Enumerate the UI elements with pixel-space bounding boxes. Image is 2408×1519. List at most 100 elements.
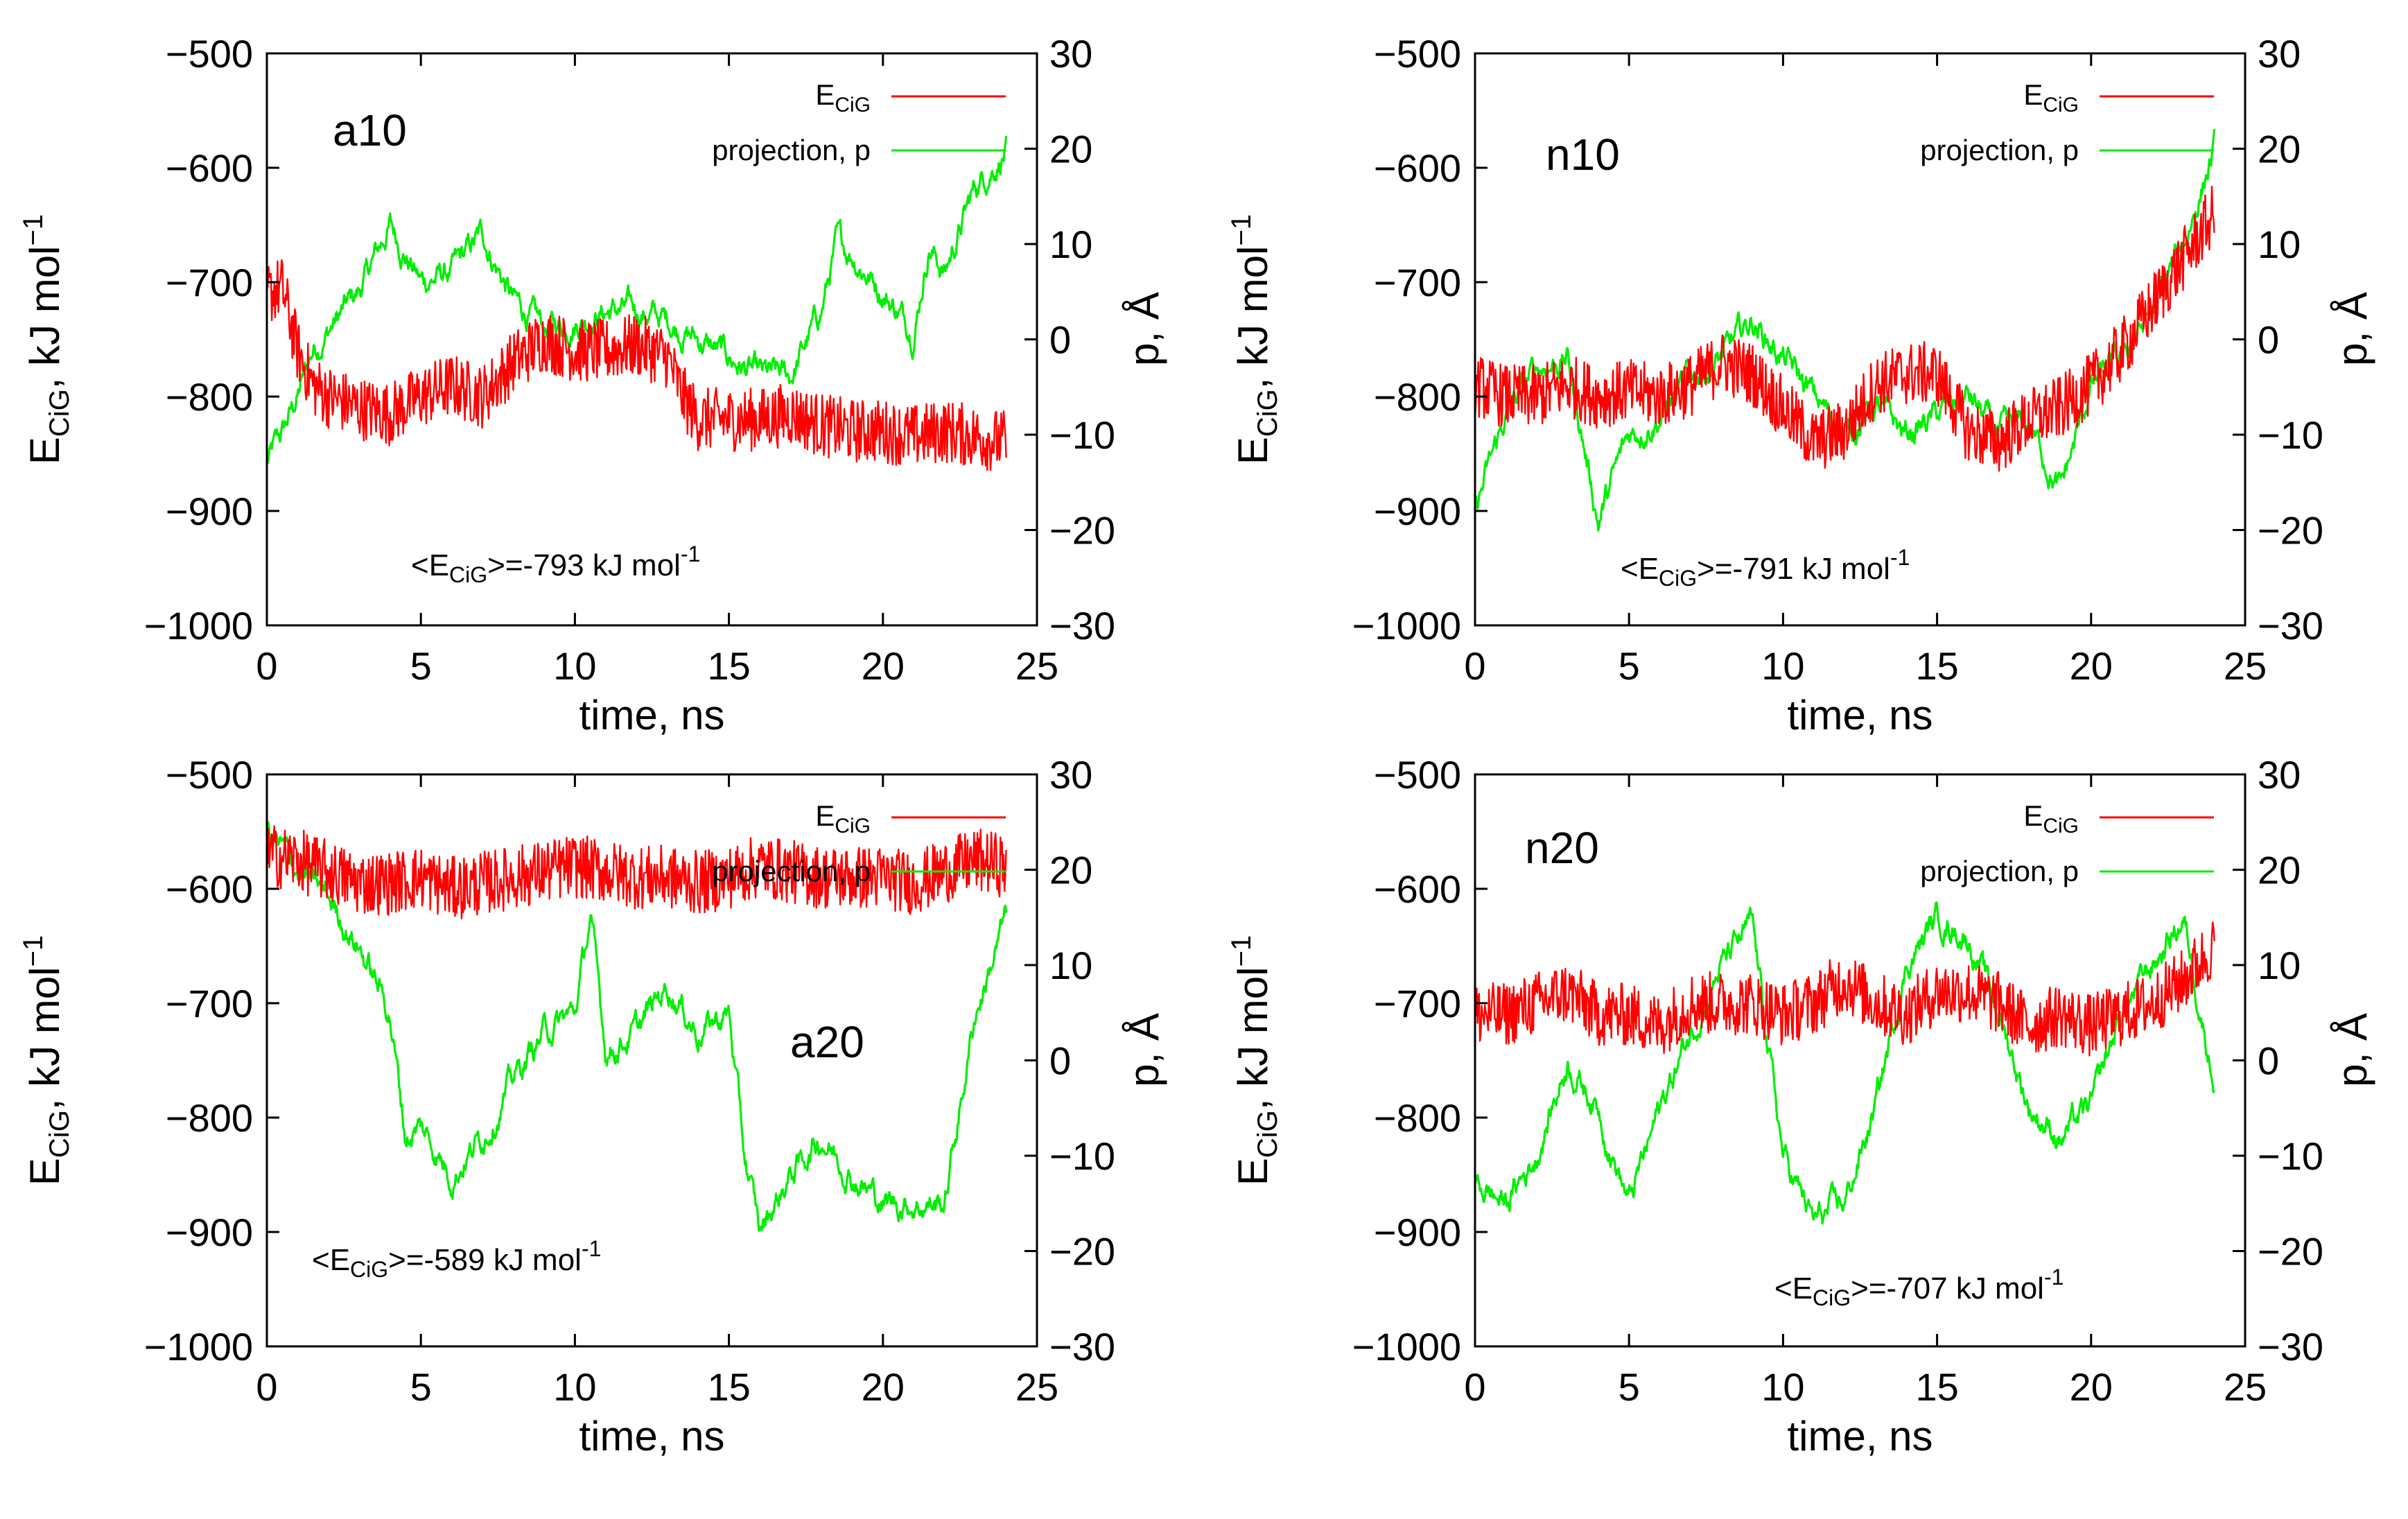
y-axis-title: ECiG, kJ mol−1 (18, 214, 75, 465)
y-tick-label: −500 (166, 32, 253, 76)
y-axis-title: ECiG, kJ mol−1 (1226, 214, 1283, 465)
y-tick-label: −900 (1374, 1210, 1461, 1254)
y-axis-title: ECiG, kJ mol−1 (1226, 935, 1283, 1186)
x-tick-label: 5 (1619, 1365, 1640, 1409)
x-tick-label: 0 (256, 1365, 277, 1409)
y-tick-label: −500 (1374, 753, 1461, 797)
legend-label-projection: projection, p (1920, 134, 2079, 166)
series-energy-line (267, 825, 1007, 920)
y2-tick-label: −30 (1049, 604, 1115, 648)
y2-axis-title: p, Å (1121, 1013, 1167, 1087)
y2-tick-label: −10 (2258, 1134, 2323, 1178)
x-tick-label: 5 (410, 644, 432, 688)
y2-tick-label: 10 (1049, 223, 1092, 266)
y-tick-label: −600 (1374, 146, 1461, 190)
y-tick-label: −1000 (144, 1325, 253, 1369)
y-tick-label: −600 (166, 146, 253, 190)
panel-label: a10 (333, 105, 407, 155)
series-energy-line (267, 259, 1007, 471)
y-tick-label: −600 (166, 867, 253, 911)
x-tick-label: 10 (1761, 644, 1804, 688)
x-axis-title: time, ns (1787, 1413, 1932, 1459)
y-tick-label: −900 (166, 1210, 253, 1254)
legend-label-projection: projection, p (1920, 855, 2079, 887)
y2-tick-label: −30 (2258, 1325, 2323, 1369)
y-tick-label: −900 (166, 489, 253, 533)
y2-tick-label: 20 (1049, 128, 1092, 171)
y2-tick-label: −20 (1049, 509, 1115, 553)
y2-axis-title: p, Å (2329, 1013, 2375, 1087)
y2-tick-label: 30 (1049, 753, 1092, 797)
y2-tick-label: 0 (1049, 318, 1071, 362)
x-tick-label: 15 (707, 1365, 750, 1409)
x-tick-label: 0 (256, 644, 277, 688)
legend-label-energy: ECiG (815, 78, 871, 116)
chart-panel-a10: 0 5 10 15 20 25 −500 −600 −700 −800 −900 −1000 30 20 1… (18, 32, 1167, 738)
panel-label: a20 (790, 1017, 864, 1067)
y-tick-label: −800 (166, 375, 253, 419)
x-tick-label: 25 (2224, 644, 2267, 688)
y2-tick-label: 20 (2258, 849, 2301, 892)
y2-tick-label: 10 (1049, 944, 1092, 987)
y-tick-label: −1000 (144, 604, 253, 648)
y-axis-title: ECiG, kJ mol−1 (18, 935, 75, 1186)
mean-annotation: <ECiG>=-589 kJ mol-1 (312, 1236, 601, 1282)
y-tick-label: −1000 (1352, 1325, 1461, 1369)
series-energy-line (1475, 185, 2215, 472)
x-tick-label: 10 (1761, 1365, 1804, 1409)
series-energy-line (1475, 921, 2215, 1057)
y2-tick-label: 20 (1049, 849, 1092, 892)
series-projection-line (1475, 128, 2216, 532)
y2-tick-label: 0 (2258, 318, 2279, 362)
x-axis-title: time, ns (579, 692, 724, 738)
y-tick-label: −800 (166, 1096, 253, 1140)
panel-label: n10 (1546, 130, 1620, 180)
y-tick-label: −700 (166, 261, 253, 304)
x-tick-label: 5 (1619, 644, 1640, 688)
y2-tick-label: −10 (1049, 413, 1115, 457)
y-tick-label: −600 (1374, 867, 1461, 911)
y2-tick-label: 0 (2258, 1039, 2279, 1083)
y2-tick-label: −20 (2258, 1230, 2323, 1274)
y2-axis-title: p, Å (2329, 292, 2375, 366)
x-axis-title: time, ns (1787, 692, 1932, 738)
legend-label-projection: projection, p (712, 134, 871, 166)
series-projection-line (1475, 901, 2216, 1225)
series-projection-line (267, 820, 1008, 1232)
y2-tick-label: −10 (2258, 413, 2323, 457)
legend-label-energy: ECiG (815, 799, 871, 837)
y-tick-label: −500 (166, 753, 253, 797)
y-tick-label: −700 (166, 982, 253, 1025)
legend-label-energy: ECiG (2023, 78, 2079, 116)
mean-annotation: <ECiG>=-793 kJ mol-1 (411, 541, 700, 587)
y2-tick-label: −30 (2258, 604, 2323, 648)
y2-tick-label: 30 (1049, 32, 1092, 76)
y2-axis-title: p, Å (1121, 292, 1167, 366)
y-tick-label: −900 (1374, 489, 1461, 533)
x-tick-label: 20 (862, 1365, 905, 1409)
x-tick-label: 25 (1015, 1365, 1058, 1409)
x-tick-label: 10 (553, 1365, 596, 1409)
mean-annotation: <ECiG>=-707 kJ mol-1 (1774, 1265, 2064, 1310)
chart-panel-n20: 0 5 10 15 20 25 −500 −600 −700 −800 −900 −1000 30 20 1… (1226, 753, 2375, 1459)
y2-tick-label: 10 (2258, 223, 2301, 266)
x-tick-label: 0 (1464, 644, 1485, 688)
chart-panel-n10: 0 5 10 15 20 25 −500 −600 −700 −800 −900 −1000 30 20 1… (1226, 32, 2375, 738)
chart-panel-a20: 0 5 10 15 20 25 −500 −600 −700 −800 −900 −1000 30 20 1… (18, 753, 1167, 1459)
panel-label: n20 (1525, 823, 1599, 873)
plot-area (1475, 128, 2216, 532)
legend-label-energy: ECiG (2023, 799, 2079, 837)
x-tick-label: 20 (862, 644, 905, 688)
x-tick-label: 10 (553, 644, 596, 688)
x-tick-label: 20 (2070, 644, 2113, 688)
y2-tick-label: −20 (1049, 1230, 1115, 1274)
mean-annotation: <ECiG>=-791 kJ mol-1 (1621, 545, 1910, 591)
x-tick-label: 20 (2070, 1365, 2113, 1409)
x-tick-label: 25 (2224, 1365, 2267, 1409)
x-tick-label: 15 (1915, 1365, 1958, 1409)
y2-tick-label: −30 (1049, 1325, 1115, 1369)
x-tick-label: 0 (1464, 1365, 1485, 1409)
y2-tick-label: 20 (2258, 128, 2301, 171)
y-tick-label: −1000 (1352, 604, 1461, 648)
